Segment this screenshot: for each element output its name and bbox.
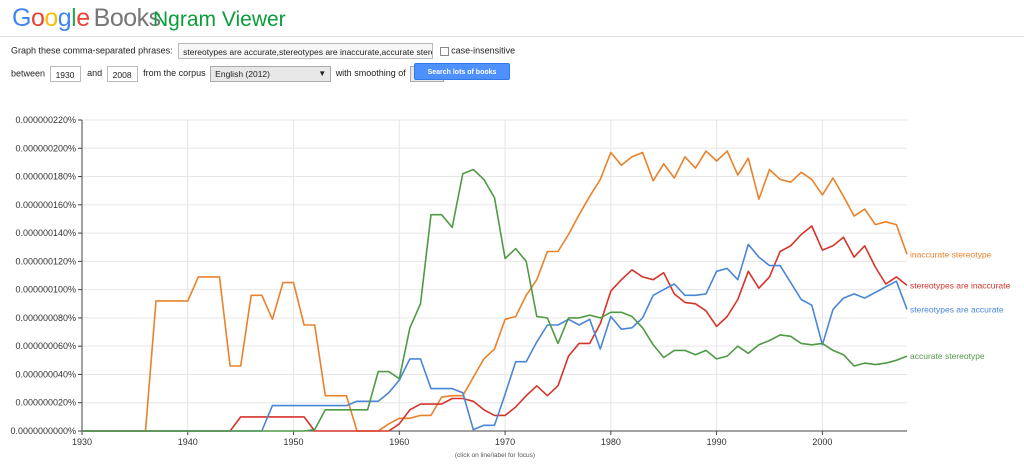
series-label[interactable]: stereotypes are inaccurate bbox=[910, 280, 1010, 290]
chart-series bbox=[82, 150, 908, 432]
x-tick-label: 1950 bbox=[284, 437, 304, 447]
end-year-input[interactable]: 2008 bbox=[106, 66, 138, 82]
x-tick-label: 1990 bbox=[707, 437, 727, 447]
series-line[interactable] bbox=[82, 243, 908, 432]
series-line[interactable] bbox=[82, 168, 908, 432]
x-tick-label: 1940 bbox=[178, 437, 198, 447]
phrase-row: Graph these comma-separated phrases: ste… bbox=[11, 43, 515, 59]
y-tick-label: 0.000000120% bbox=[15, 256, 76, 266]
ngram-chart: 0.000000220% 0.000000200% 0.000000180% 0.00… bbox=[10, 115, 1010, 459]
chart-grid bbox=[81, 119, 907, 432]
y-tick-label: 0.000000020% bbox=[15, 398, 76, 408]
y-tick-label: 0.000000180% bbox=[15, 172, 76, 182]
logo-letter: G bbox=[12, 4, 31, 32]
x-tick-label: 1970 bbox=[495, 437, 515, 447]
y-tick-label: 0.000000220% bbox=[15, 115, 76, 125]
x-tick-label: 1960 bbox=[389, 437, 409, 447]
series-line[interactable] bbox=[82, 150, 908, 432]
y-tick-label: 0.000000160% bbox=[15, 200, 76, 210]
and-label: and bbox=[87, 68, 103, 79]
series-label[interactable]: inaccurate stereotype bbox=[910, 249, 992, 259]
phrases-label: Graph these comma-separated phrases: bbox=[11, 45, 173, 56]
series-label[interactable]: accurate stereotype bbox=[910, 351, 985, 361]
chart-legend: inaccurate stereotype stereotypes are ina… bbox=[910, 249, 1010, 361]
series-line[interactable] bbox=[82, 225, 908, 432]
app-title: Ngram Viewer bbox=[153, 8, 286, 31]
logo-letter: o bbox=[44, 4, 58, 32]
x-tick-label: 1980 bbox=[601, 437, 621, 447]
series-label[interactable]: stereotypes are accurate bbox=[910, 304, 1004, 314]
search-button[interactable]: Search lots of books bbox=[414, 63, 510, 80]
books-logo-text: Books bbox=[93, 4, 161, 32]
start-year-value: 1930 bbox=[55, 70, 75, 80]
case-insensitive-label: case-insensitive bbox=[451, 45, 516, 56]
x-tick-label: 1930 bbox=[72, 437, 92, 447]
logo-letter: o bbox=[30, 4, 45, 32]
phrases-input[interactable]: stereotypes are accurate,stereotypes are… bbox=[178, 43, 434, 59]
smoothing-label: with smoothing of bbox=[335, 68, 406, 79]
corpus-select-value: English (2012) bbox=[215, 69, 270, 79]
logo-letter: g bbox=[57, 4, 72, 32]
case-insensitive-checkbox[interactable] bbox=[439, 46, 449, 56]
app-header: Google Books Ngram Viewer bbox=[0, 0, 1024, 37]
options-row: between 1930 and 2008 from the corpus En… bbox=[11, 66, 445, 82]
corpus-select[interactable]: English (2012) ▼ bbox=[210, 66, 332, 82]
y-tick-label: 0.000000140% bbox=[15, 228, 76, 238]
x-axis: 1930 1940 1950 1960 1970 1980 1990 2000 bbox=[72, 430, 907, 447]
between-label: between bbox=[11, 68, 46, 79]
y-tick-label: 0.000000040% bbox=[15, 369, 76, 379]
google-logo-text: Google bbox=[12, 4, 90, 32]
end-year-value: 2008 bbox=[112, 70, 132, 80]
phrases-input-value: stereotypes are accurate,stereotypes are… bbox=[183, 47, 434, 57]
logo-letter: l bbox=[71, 4, 77, 32]
logo-letter: e bbox=[76, 4, 90, 32]
y-tick-label: 0.0000000000% bbox=[10, 426, 76, 436]
x-tick-label: 2000 bbox=[812, 437, 832, 447]
y-tick-label: 0.000000080% bbox=[15, 313, 76, 323]
y-tick-label: 0.000000200% bbox=[15, 143, 76, 153]
chevron-down-icon: ▼ bbox=[318, 69, 327, 78]
start-year-input[interactable]: 1930 bbox=[49, 66, 81, 82]
y-axis: 0.000000220% 0.000000200% 0.000000180% 0.00… bbox=[10, 115, 83, 436]
chart-footnote: (click on line/label for focus) bbox=[455, 452, 535, 459]
y-tick-label: 0.000000100% bbox=[15, 285, 76, 295]
google-books-logo[interactable]: Google Books bbox=[12, 4, 161, 33]
corpus-label: from the corpus bbox=[143, 68, 206, 79]
y-tick-label: 0.000000060% bbox=[15, 341, 76, 351]
